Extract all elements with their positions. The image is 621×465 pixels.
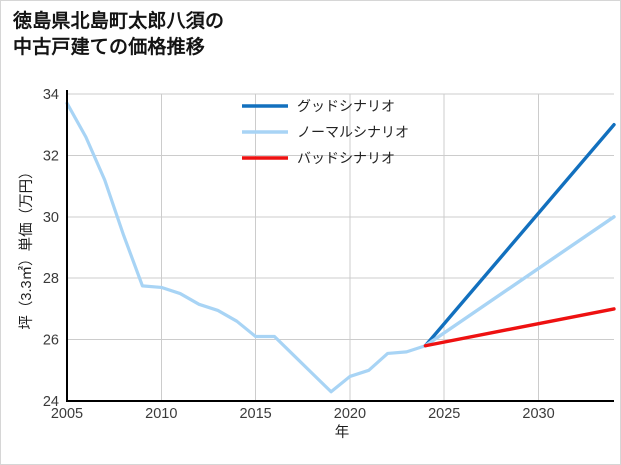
y-tick-label: 32 (43, 148, 59, 164)
y-axis-title: 坪（3.3㎡）単価（万円） (18, 164, 35, 329)
gridlines (66, 93, 614, 402)
page-title: 徳島県北島町太郎八須の 中古戸建ての価格推移 (13, 11, 225, 59)
series-lines (65, 101, 616, 394)
legend-label: グッドシナリオ (297, 98, 395, 114)
y-axis-tick-labels: 24 26 28 30 32 34 (43, 87, 59, 410)
axis-lines (65, 90, 614, 403)
series-line-実績 (65, 101, 427, 394)
y-tick-label: 30 (43, 210, 59, 226)
x-tick-label: 2020 (334, 406, 366, 422)
x-tick-label: 2010 (145, 406, 177, 422)
y-tick-label: 24 (43, 394, 59, 410)
y-tick-label: 34 (43, 87, 59, 103)
legend-label: ノーマルシナリオ (297, 124, 409, 140)
x-tick-label: 2025 (428, 406, 460, 422)
x-tick-label: 2005 (51, 406, 83, 422)
legend-item-ノーマルシナリオ[interactable]: ノーマルシナリオ (242, 124, 409, 140)
x-tick-label: 2015 (239, 406, 271, 422)
series-line-グッドシナリオ (423, 123, 616, 348)
x-axis-tick-labels: 2005 2010 2015 2020 2025 2030 (51, 406, 555, 422)
x-tick-label: 2030 (522, 406, 554, 422)
legend-item-バッドシナリオ[interactable]: バッドシナリオ (242, 150, 395, 166)
legend-label: バッドシナリオ (297, 150, 395, 166)
legend-item-グッドシナリオ[interactable]: グッドシナリオ (242, 98, 395, 114)
y-tick-label: 28 (43, 271, 59, 287)
x-axis-title: 年 (335, 424, 350, 441)
series-line-ノーマルシナリオ (423, 215, 616, 348)
series-line-バッドシナリオ (423, 307, 616, 348)
y-tick-label: 26 (43, 333, 59, 349)
